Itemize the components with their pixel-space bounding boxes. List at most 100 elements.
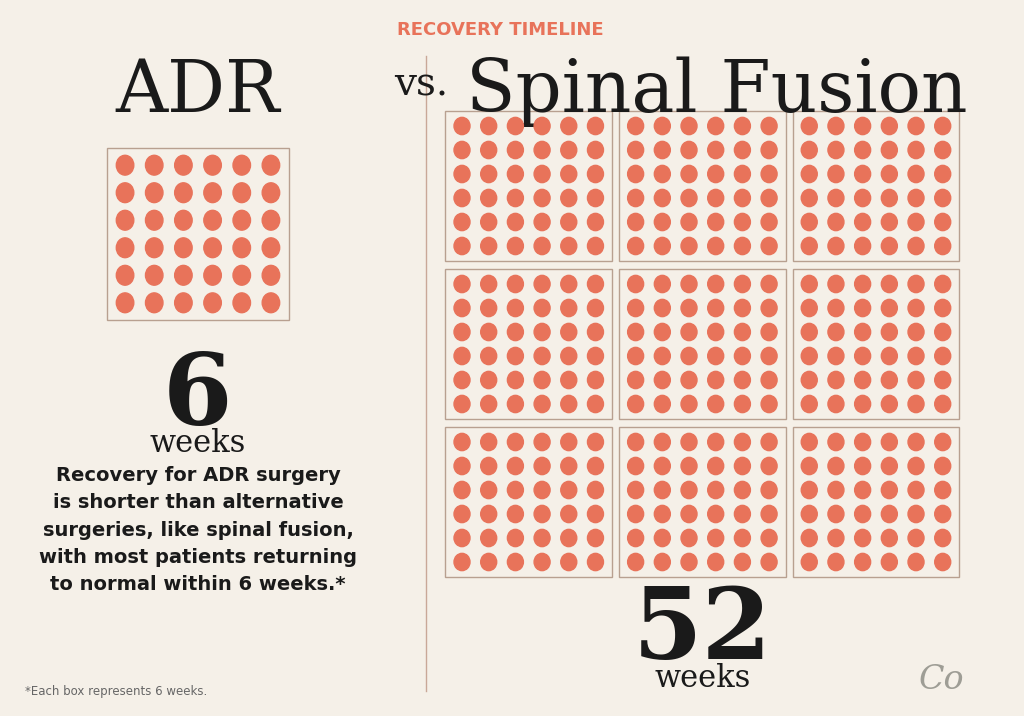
Ellipse shape (801, 276, 817, 293)
Ellipse shape (588, 505, 603, 523)
Ellipse shape (561, 395, 577, 412)
FancyBboxPatch shape (445, 111, 612, 261)
Ellipse shape (681, 141, 697, 159)
Ellipse shape (908, 458, 924, 475)
Ellipse shape (935, 238, 950, 255)
Ellipse shape (882, 276, 897, 293)
Ellipse shape (708, 458, 724, 475)
Ellipse shape (681, 433, 697, 450)
Text: RECOVERY TIMELINE: RECOVERY TIMELINE (397, 21, 604, 39)
Ellipse shape (855, 189, 870, 207)
Ellipse shape (761, 117, 777, 135)
Ellipse shape (734, 165, 751, 183)
Ellipse shape (882, 433, 897, 450)
Ellipse shape (588, 553, 603, 571)
Ellipse shape (828, 238, 844, 255)
Ellipse shape (935, 458, 950, 475)
Ellipse shape (855, 433, 870, 450)
Ellipse shape (535, 481, 550, 498)
Ellipse shape (507, 553, 523, 571)
Ellipse shape (561, 481, 577, 498)
Ellipse shape (454, 141, 470, 159)
Ellipse shape (761, 372, 777, 389)
Text: 52: 52 (633, 583, 772, 680)
Ellipse shape (588, 458, 603, 475)
Ellipse shape (708, 505, 724, 523)
Ellipse shape (480, 299, 497, 316)
Ellipse shape (681, 553, 697, 571)
Ellipse shape (561, 141, 577, 159)
Ellipse shape (480, 529, 497, 546)
Ellipse shape (908, 213, 924, 231)
Ellipse shape (588, 395, 603, 412)
Ellipse shape (708, 238, 724, 255)
Ellipse shape (628, 529, 644, 546)
Ellipse shape (454, 324, 470, 341)
Ellipse shape (828, 481, 844, 498)
Text: 6: 6 (163, 349, 232, 446)
Text: Spinal Fusion: Spinal Fusion (466, 56, 968, 127)
Ellipse shape (908, 324, 924, 341)
Ellipse shape (535, 505, 550, 523)
Ellipse shape (801, 505, 817, 523)
Ellipse shape (507, 372, 523, 389)
Ellipse shape (761, 553, 777, 571)
Ellipse shape (454, 481, 470, 498)
Ellipse shape (454, 165, 470, 183)
Ellipse shape (480, 189, 497, 207)
Ellipse shape (654, 238, 671, 255)
Ellipse shape (908, 395, 924, 412)
Ellipse shape (935, 347, 950, 364)
Ellipse shape (681, 276, 697, 293)
Ellipse shape (535, 165, 550, 183)
Ellipse shape (801, 481, 817, 498)
Ellipse shape (708, 213, 724, 231)
Ellipse shape (654, 189, 671, 207)
Ellipse shape (761, 529, 777, 546)
Ellipse shape (855, 372, 870, 389)
Ellipse shape (908, 347, 924, 364)
Ellipse shape (935, 553, 950, 571)
Ellipse shape (654, 395, 671, 412)
Ellipse shape (708, 276, 724, 293)
Ellipse shape (828, 458, 844, 475)
Ellipse shape (882, 395, 897, 412)
Ellipse shape (454, 238, 470, 255)
Ellipse shape (708, 481, 724, 498)
Ellipse shape (855, 141, 870, 159)
Ellipse shape (801, 529, 817, 546)
Ellipse shape (761, 238, 777, 255)
Ellipse shape (561, 347, 577, 364)
Ellipse shape (454, 458, 470, 475)
Ellipse shape (480, 117, 497, 135)
Ellipse shape (734, 481, 751, 498)
Ellipse shape (117, 293, 134, 313)
Ellipse shape (935, 324, 950, 341)
Ellipse shape (681, 372, 697, 389)
Ellipse shape (855, 238, 870, 255)
Ellipse shape (262, 293, 280, 313)
Ellipse shape (828, 299, 844, 316)
Ellipse shape (233, 266, 251, 285)
Ellipse shape (628, 372, 644, 389)
Ellipse shape (734, 372, 751, 389)
Ellipse shape (628, 213, 644, 231)
Ellipse shape (480, 276, 497, 293)
Ellipse shape (535, 189, 550, 207)
Ellipse shape (935, 433, 950, 450)
Ellipse shape (828, 433, 844, 450)
Ellipse shape (654, 529, 671, 546)
Ellipse shape (935, 189, 950, 207)
Ellipse shape (935, 117, 950, 135)
Ellipse shape (908, 529, 924, 546)
Ellipse shape (262, 238, 280, 258)
Ellipse shape (480, 372, 497, 389)
Ellipse shape (628, 433, 644, 450)
Ellipse shape (561, 553, 577, 571)
Ellipse shape (801, 458, 817, 475)
Ellipse shape (882, 372, 897, 389)
Ellipse shape (734, 117, 751, 135)
Ellipse shape (908, 189, 924, 207)
Ellipse shape (588, 372, 603, 389)
Ellipse shape (882, 481, 897, 498)
